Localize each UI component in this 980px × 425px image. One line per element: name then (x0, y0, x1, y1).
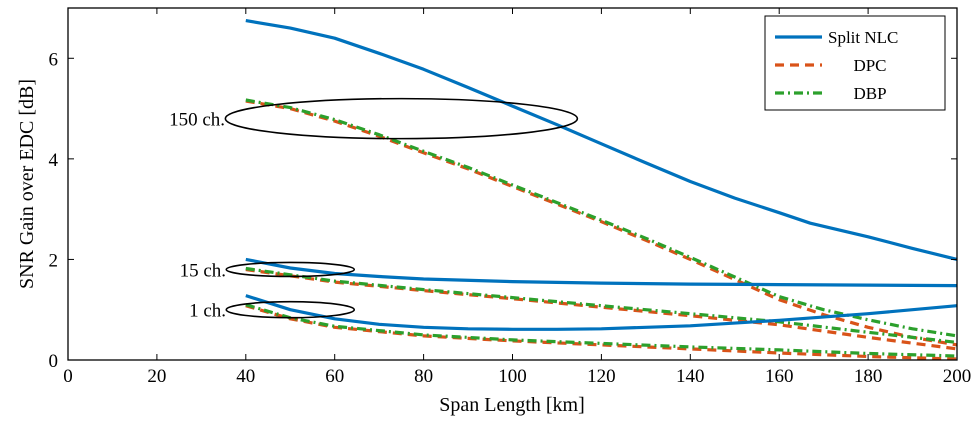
legend-label-dbp: DBP (853, 84, 886, 103)
legend: Split NLC DPC DBP (764, 15, 946, 111)
tick-layer: 0 20 40 60 80 100 120 140 160 180 200 0 2 4 6 (49, 8, 972, 387)
y-axis-label: SNR Gain over EDC [dB] (16, 79, 38, 289)
x-tick-label: 40 (236, 366, 255, 387)
x-tick-label: 120 (587, 366, 616, 387)
series-150-ch-split-nlc (245, 19, 957, 261)
y-tick-label: 0 (49, 351, 59, 372)
series-layer (245, 19, 957, 360)
y-tick-label: 6 (49, 49, 59, 70)
y-tick-label: 2 (49, 250, 59, 271)
series-15-ch-split-nlc (245, 257, 957, 288)
series-15-ch-dpc (245, 267, 957, 351)
x-tick-label: 160 (765, 366, 794, 387)
x-tick-label: 180 (854, 366, 883, 387)
series-150-ch-dbp (245, 98, 957, 338)
y-tick-label: 4 (49, 150, 59, 171)
group-label-15-ch: 15 ch. (180, 260, 226, 281)
x-tick-label: 140 (676, 366, 705, 387)
x-tick-label: 20 (147, 366, 166, 387)
group-label-150-ch: 150 ch. (169, 110, 225, 131)
group-ellipse-150-ch (224, 97, 579, 140)
x-tick-label: 200 (943, 366, 972, 387)
legend-label-split-nlc: Split NLC (828, 28, 898, 47)
x-tick-label: 0 (63, 366, 73, 387)
x-tick-label: 100 (498, 366, 527, 387)
series-15-ch-dbp (245, 266, 957, 344)
group-ellipse-1-ch (225, 300, 356, 319)
series-1-ch-dpc (245, 304, 957, 360)
group-ellipse-15-ch (225, 261, 356, 278)
x-tick-label: 80 (414, 366, 433, 387)
x-axis-label: Span Length [km] (439, 394, 585, 416)
series-1-ch-split-nlc (245, 294, 957, 331)
annotation-layer: 150 ch. 15 ch. 1 ch. (169, 97, 579, 322)
legend-label-dpc: DPC (853, 56, 886, 75)
x-tick-label: 60 (325, 366, 344, 387)
group-label-1-ch: 1 ch. (189, 301, 226, 322)
